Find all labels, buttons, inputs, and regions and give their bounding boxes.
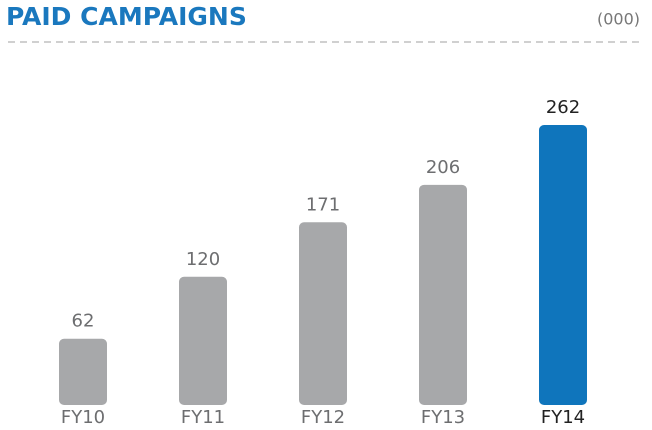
x-tick-label: FY11 <box>181 407 225 428</box>
chart-title: PAID CAMPAIGNS <box>6 2 247 31</box>
x-tick-label: FY12 <box>301 407 345 428</box>
x-tick-label: FY14 <box>541 407 585 428</box>
bar <box>299 222 347 405</box>
value-label: 206 <box>426 157 460 178</box>
bar <box>59 338 107 405</box>
value-label: 262 <box>546 97 580 118</box>
x-tick-label: FY13 <box>421 407 465 428</box>
x-tick-label: FY10 <box>61 407 105 428</box>
bar <box>179 276 227 405</box>
value-label: 62 <box>72 311 95 332</box>
chart-subtitle: (000) <box>597 10 640 29</box>
value-label: 171 <box>306 194 340 215</box>
bar <box>419 184 467 405</box>
value-label: 120 <box>186 249 220 270</box>
bar <box>539 125 587 405</box>
